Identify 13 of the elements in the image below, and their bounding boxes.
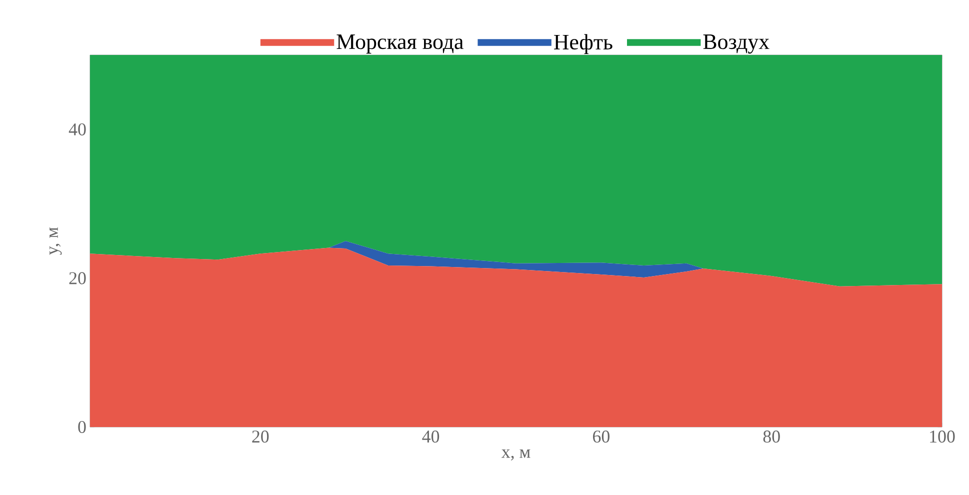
legend-label: Нефть <box>554 34 612 54</box>
x-tick-label: 80 <box>763 430 780 443</box>
y-tick-label: 0 <box>78 420 86 434</box>
y-tick-label: 40 <box>68 123 86 136</box>
x-tick-label: 60 <box>593 430 610 443</box>
x-tick-label: 40 <box>422 430 440 443</box>
x-tick-label: 100 <box>930 430 955 443</box>
legend-label: Морская вода <box>336 34 464 54</box>
x-axis-title: x, м <box>502 449 530 460</box>
legend-label: Воздух <box>703 34 770 54</box>
y-tick-label: 20 <box>69 272 86 284</box>
x-tick-label: 20 <box>252 430 269 443</box>
y-axis-title: y, м <box>50 227 62 255</box>
